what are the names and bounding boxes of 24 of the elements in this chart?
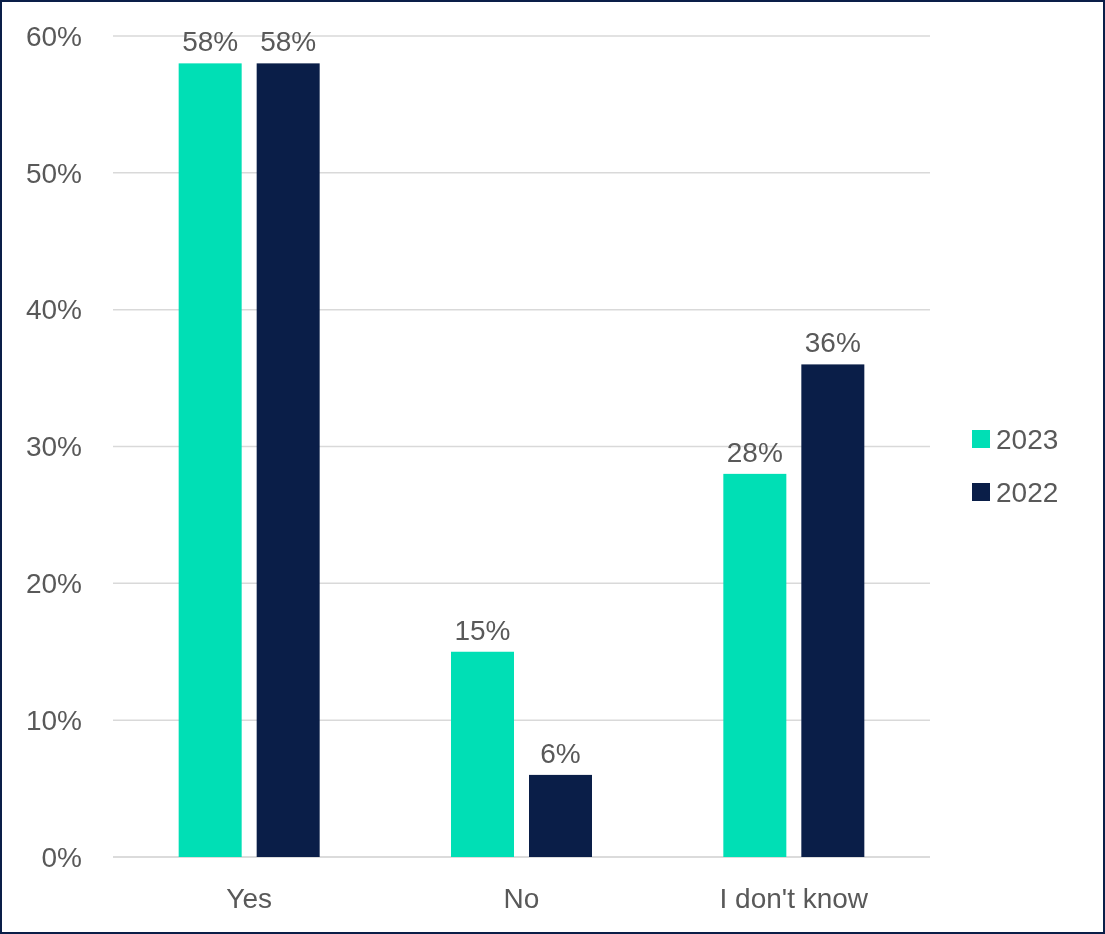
data-label: 36% bbox=[804, 327, 861, 359]
data-label: 58% bbox=[260, 26, 317, 58]
y-tick-label: 30% bbox=[25, 431, 82, 463]
data-label: 58% bbox=[182, 26, 239, 58]
data-label: 28% bbox=[726, 436, 783, 468]
data-label: 15% bbox=[454, 614, 511, 646]
bar bbox=[178, 63, 242, 857]
legend-label: 2023 bbox=[996, 423, 1059, 455]
bar bbox=[801, 364, 865, 857]
y-tick-label: 0% bbox=[41, 841, 82, 873]
y-tick-label: 40% bbox=[25, 294, 82, 326]
data-label: 6% bbox=[540, 737, 581, 769]
bar bbox=[451, 651, 514, 857]
bar bbox=[529, 774, 592, 857]
legend-label: 2022 bbox=[996, 476, 1059, 508]
x-tick-label: I don't know bbox=[719, 883, 869, 914]
y-tick-label: 50% bbox=[25, 157, 82, 189]
y-tick-label: 20% bbox=[25, 568, 82, 600]
y-tick-label: 10% bbox=[25, 704, 82, 736]
y-tick-label: 60% bbox=[25, 20, 82, 52]
bar bbox=[256, 63, 320, 857]
bar bbox=[723, 473, 787, 857]
x-tick-label: Yes bbox=[226, 883, 273, 914]
x-tick-label: No bbox=[503, 883, 540, 914]
